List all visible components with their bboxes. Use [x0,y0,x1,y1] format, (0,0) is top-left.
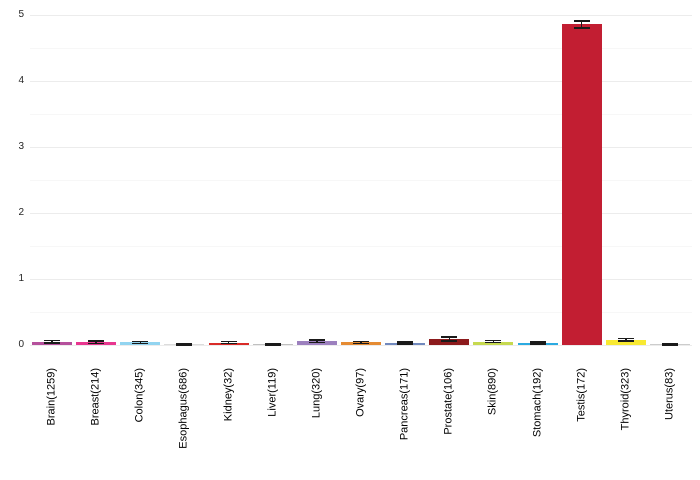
error-bar-cap [529,341,546,344]
error-bar-cap [220,340,237,343]
minor-gridline [30,179,692,181]
bar [429,339,470,345]
error-bar-cap [485,339,502,342]
major-gridline [30,345,692,346]
major-gridline [30,80,692,82]
y-tick-label: 0 [18,339,24,350]
error-bar [492,340,495,343]
error-bar-cap [132,342,149,345]
error-bar-cap [353,340,369,343]
x-tick-label: Testis(172) [575,368,588,422]
error-bar-cap [441,340,458,342]
x-tick-label: Kidney(32) [222,368,235,422]
error-bar-cap [661,343,678,346]
error-bar-cap [573,20,590,22]
x-tick-label: Uterus(83) [663,368,676,420]
major-gridline [30,146,692,148]
error-bar [580,21,583,28]
x-tick-label: Pancreas(171) [398,368,411,441]
y-tick-label: 1 [18,272,24,284]
error-bar-cap [353,342,369,345]
error-bar [95,341,97,344]
x-tick-label: Colon(345) [133,368,146,423]
error-bar-cap [308,341,325,344]
x-tick-label: Liver(119) [266,368,279,417]
x-tick-label: Skin(890) [486,368,499,416]
error-bar-cap [44,339,61,342]
x-tick-label: Thyroid(323) [619,368,632,431]
error-bar-cap [264,342,281,345]
major-gridline [30,278,692,280]
error-bar-cap [88,342,105,345]
error-bar [625,338,627,342]
x-tick-label: Brain(1259) [45,368,58,426]
error-bar-cap [617,340,634,342]
error-bar [51,340,53,343]
error-bar-cap [397,341,414,344]
error-bar-cap [220,342,237,345]
error-bar-cap [441,336,458,338]
error-bar [360,341,362,344]
error-bar-cap [88,340,105,342]
error-bar-cap [176,343,193,346]
x-tick-label: Ovary(97) [354,368,367,417]
error-bar-cap [308,339,325,341]
bar [605,339,646,345]
error-bar-cap [617,337,634,340]
error-bar-cap [529,343,546,345]
x-tick-label: Lung(320) [310,368,323,419]
major-gridline [30,14,692,16]
minor-gridline [30,245,692,247]
error-bar-cap [264,343,281,346]
plot-area [30,0,692,346]
major-gridline [30,212,692,214]
y-tick-label: 2 [18,206,24,218]
x-tick-label: Prostate(106) [442,368,455,435]
error-bar-cap [44,342,61,344]
error-bar-cap [397,343,414,345]
x-tick-label: Esophagus(686) [177,368,190,449]
x-tick-label: Stomach(192) [531,368,544,438]
error-bar [227,341,230,344]
error-bar [448,337,451,341]
error-bar-cap [485,341,502,344]
error-bar-cap [573,26,590,29]
error-bar [139,341,142,344]
error-bar-cap [176,342,193,345]
y-tick-label: 5 [18,8,24,20]
minor-gridline [30,113,692,115]
y-tick-label: 3 [18,140,24,152]
error-bar-cap [132,340,149,343]
bar [561,24,602,345]
error-bar-cap [661,342,678,345]
minor-gridline [30,47,692,49]
error-bar [316,340,318,343]
x-tick-label: Breast(214) [89,368,102,426]
minor-gridline [30,311,692,313]
y-tick-label: 4 [18,74,24,86]
